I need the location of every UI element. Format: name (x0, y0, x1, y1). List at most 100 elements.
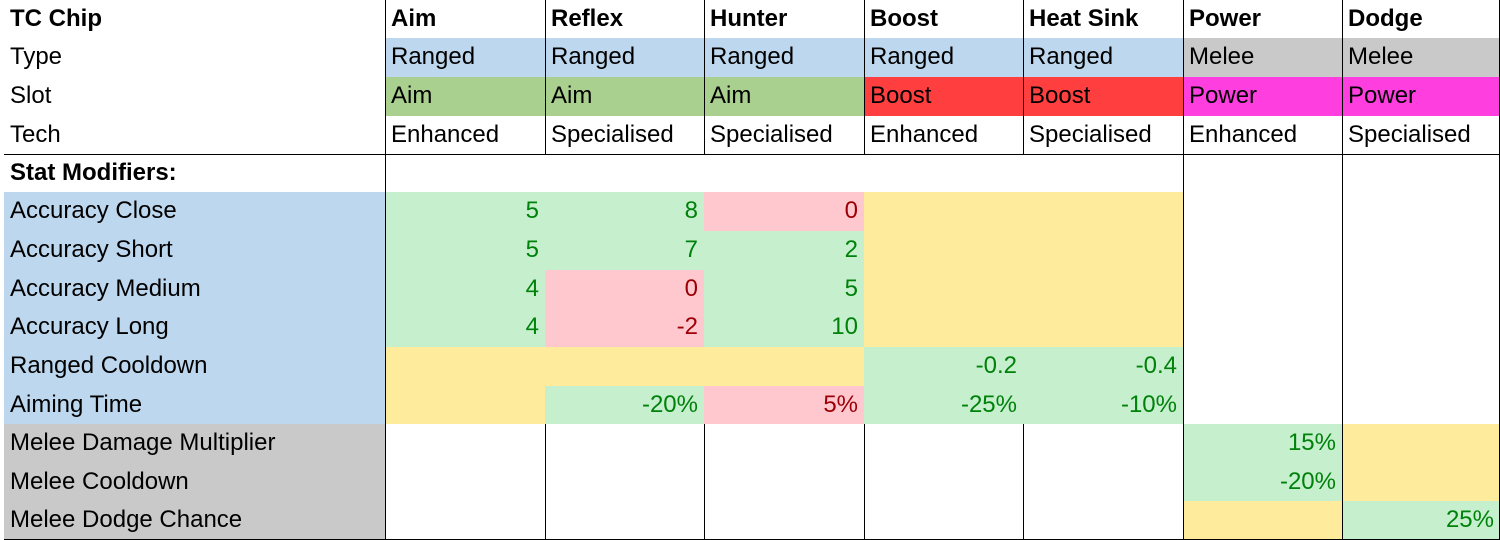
stat-cell-accuracy-long-heat-sink[interactable] (1023, 308, 1183, 347)
stat-cell-melee-cooldown-heat-sink[interactable] (1023, 463, 1183, 501)
slot-cell-dodge[interactable]: Power (1342, 77, 1500, 116)
stat-cell-accuracy-short-heat-sink[interactable] (1023, 231, 1183, 270)
type-cell-power[interactable]: Melee (1183, 38, 1342, 77)
slot-cell-boost[interactable]: Boost (864, 77, 1023, 116)
stat-cell-melee-cooldown-boost[interactable] (864, 463, 1023, 501)
stat-cell-aiming-time-dodge[interactable] (1342, 386, 1500, 424)
stat-cell-accuracy-close-heat-sink[interactable] (1023, 192, 1183, 231)
header-cell-tc-chip[interactable]: TC Chip (10, 5, 102, 32)
stat-cell-accuracy-short-hunter[interactable]: 2 (704, 231, 864, 270)
stat-cell-aiming-time-hunter[interactable]: 5% (704, 386, 864, 424)
stat-cell-ranged-cooldown-aim[interactable] (385, 347, 545, 386)
stat-cell-accuracy-close-power[interactable] (1183, 192, 1342, 231)
type-cell-reflex[interactable]: Ranged (545, 38, 704, 77)
slot-cell-hunter[interactable]: Aim (704, 77, 864, 116)
empty-cell[interactable] (545, 154, 704, 192)
slot-cell-reflex[interactable]: Aim (545, 77, 704, 116)
slot-cell-power[interactable]: Power (1183, 77, 1342, 116)
slot-cell-heat-sink[interactable]: Boost (1023, 77, 1183, 116)
stat-cell-accuracy-short-reflex[interactable]: 7 (545, 231, 704, 270)
header-cell-aim[interactable]: Aim (391, 5, 437, 32)
stat-cell-melee-cooldown-aim[interactable] (385, 463, 545, 501)
stat-cell-melee-dodge-chance-boost[interactable] (864, 501, 1023, 540)
stat-label-melee-cooldown[interactable]: Melee Cooldown (4, 463, 385, 501)
stat-cell-melee-damage-multiplier-power[interactable]: 15% (1183, 424, 1342, 463)
header-cell-hunter[interactable]: Hunter (710, 5, 788, 32)
stat-cell-melee-damage-multiplier-reflex[interactable] (545, 424, 704, 463)
stat-cell-melee-dodge-chance-dodge[interactable]: 25% (1342, 501, 1500, 540)
stat-cell-accuracy-medium-power[interactable] (1183, 270, 1342, 308)
stat-cell-accuracy-close-aim[interactable]: 5 (385, 192, 545, 231)
empty-cell[interactable] (385, 154, 545, 192)
type-cell-hunter[interactable]: Ranged (704, 38, 864, 77)
stat-cell-aiming-time-reflex[interactable]: -20% (545, 386, 704, 424)
row-label-slot[interactable]: Slot (10, 82, 52, 109)
stat-cell-accuracy-medium-dodge[interactable] (1342, 270, 1500, 308)
stat-cell-melee-damage-multiplier-aim[interactable] (385, 424, 545, 463)
type-cell-aim[interactable]: Ranged (385, 38, 545, 77)
stat-cell-accuracy-long-reflex[interactable]: -2 (545, 308, 704, 347)
empty-cell[interactable] (1023, 154, 1183, 192)
stat-label-accuracy-short[interactable]: Accuracy Short (4, 231, 385, 270)
stat-cell-ranged-cooldown-reflex[interactable] (545, 347, 704, 386)
stat-cell-accuracy-long-power[interactable] (1183, 308, 1342, 347)
stat-label-aiming-time[interactable]: Aiming Time (4, 386, 385, 424)
tech-cell-power[interactable]: Enhanced (1189, 121, 1298, 148)
stat-cell-melee-cooldown-dodge[interactable] (1342, 463, 1500, 501)
tech-cell-dodge[interactable]: Specialised (1348, 121, 1471, 148)
stat-cell-melee-dodge-chance-power[interactable] (1183, 501, 1342, 540)
empty-cell[interactable] (864, 154, 1023, 192)
type-cell-dodge[interactable]: Melee (1342, 38, 1500, 77)
stat-cell-accuracy-medium-hunter[interactable]: 5 (704, 270, 864, 308)
stat-cell-accuracy-short-aim[interactable]: 5 (385, 231, 545, 270)
header-cell-reflex[interactable]: Reflex (551, 5, 624, 32)
stat-cell-accuracy-medium-heat-sink[interactable] (1023, 270, 1183, 308)
stat-cell-accuracy-short-dodge[interactable] (1342, 231, 1500, 270)
stat-cell-accuracy-close-reflex[interactable]: 8 (545, 192, 704, 231)
stat-cell-ranged-cooldown-boost[interactable]: -0.2 (864, 347, 1023, 386)
empty-cell[interactable] (704, 154, 864, 192)
stat-cell-accuracy-close-dodge[interactable] (1342, 192, 1500, 231)
stat-cell-accuracy-long-boost[interactable] (864, 308, 1023, 347)
tech-cell-reflex[interactable]: Specialised (551, 121, 674, 148)
stat-cell-melee-cooldown-power[interactable]: -20% (1183, 463, 1342, 501)
row-label-type[interactable]: Type (10, 43, 63, 70)
stat-cell-accuracy-medium-aim[interactable]: 4 (385, 270, 545, 308)
stat-cell-accuracy-close-hunter[interactable]: 0 (704, 192, 864, 231)
stat-label-ranged-cooldown[interactable]: Ranged Cooldown (4, 347, 385, 386)
tech-cell-heat-sink[interactable]: Specialised (1029, 121, 1152, 148)
stat-cell-accuracy-long-dodge[interactable] (1342, 308, 1500, 347)
stat-cell-melee-damage-multiplier-dodge[interactable] (1342, 424, 1500, 463)
empty-cell[interactable] (1183, 154, 1342, 192)
stat-cell-melee-dodge-chance-aim[interactable] (385, 501, 545, 540)
stat-cell-accuracy-long-aim[interactable]: 4 (385, 308, 545, 347)
stat-cell-melee-damage-multiplier-boost[interactable] (864, 424, 1023, 463)
stat-cell-accuracy-short-boost[interactable] (864, 231, 1023, 270)
tech-cell-boost[interactable]: Enhanced (870, 121, 979, 148)
header-cell-heat-sink[interactable]: Heat Sink (1029, 5, 1139, 32)
type-cell-heat-sink[interactable]: Ranged (1023, 38, 1183, 77)
header-cell-power[interactable]: Power (1189, 5, 1262, 32)
header-cell-dodge[interactable]: Dodge (1348, 5, 1423, 32)
tech-cell-aim[interactable]: Enhanced (391, 121, 500, 148)
slot-cell-aim[interactable]: Aim (385, 77, 545, 116)
stat-cell-accuracy-close-boost[interactable] (864, 192, 1023, 231)
stat-cell-ranged-cooldown-dodge[interactable] (1342, 347, 1500, 386)
stat-cell-ranged-cooldown-power[interactable] (1183, 347, 1342, 386)
stat-label-accuracy-long[interactable]: Accuracy Long (4, 308, 385, 347)
stat-cell-melee-dodge-chance-hunter[interactable] (704, 501, 864, 540)
stat-cell-accuracy-medium-boost[interactable] (864, 270, 1023, 308)
stat-cell-melee-dodge-chance-reflex[interactable] (545, 501, 704, 540)
header-cell-boost[interactable]: Boost (870, 5, 938, 32)
stat-label-accuracy-medium[interactable]: Accuracy Medium (4, 270, 385, 308)
stat-cell-melee-dodge-chance-heat-sink[interactable] (1023, 501, 1183, 540)
stat-cell-aiming-time-boost[interactable]: -25% (864, 386, 1023, 424)
stat-cell-melee-cooldown-hunter[interactable] (704, 463, 864, 501)
stat-cell-aiming-time-heat-sink[interactable]: -10% (1023, 386, 1183, 424)
stat-label-accuracy-close[interactable]: Accuracy Close (4, 192, 385, 231)
type-cell-boost[interactable]: Ranged (864, 38, 1023, 77)
stat-cell-melee-damage-multiplier-hunter[interactable] (704, 424, 864, 463)
stat-cell-aiming-time-aim[interactable] (385, 386, 545, 424)
stat-cell-ranged-cooldown-hunter[interactable] (704, 347, 864, 386)
row-label-tech[interactable]: Tech (10, 121, 61, 148)
